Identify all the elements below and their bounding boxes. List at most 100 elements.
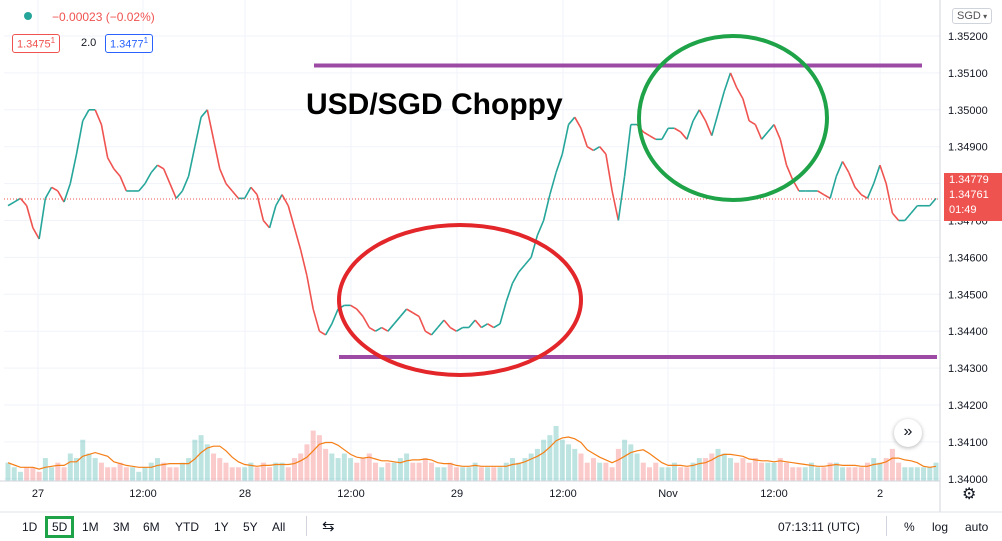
volume-bar bbox=[441, 467, 447, 481]
volume-bar bbox=[522, 458, 528, 481]
price-segment bbox=[256, 194, 265, 221]
x-tick-label: 27 bbox=[32, 488, 44, 500]
double-chevron-right-icon: » bbox=[903, 423, 913, 440]
price-segment bbox=[854, 186, 862, 196]
volume-bar bbox=[671, 462, 677, 481]
price-segment bbox=[262, 219, 271, 229]
volume-bar bbox=[167, 467, 173, 481]
chevron-down-icon: ▾ bbox=[980, 12, 988, 21]
volume-bar bbox=[553, 426, 559, 481]
volume-bar bbox=[298, 453, 304, 481]
volume-bar bbox=[260, 462, 266, 481]
scroll-to-realtime-button[interactable]: » bbox=[894, 419, 922, 447]
volume-bar bbox=[615, 448, 621, 481]
timeframe-all[interactable]: All bbox=[272, 520, 286, 534]
price-segment bbox=[393, 315, 401, 325]
price-segment bbox=[511, 271, 520, 284]
auto-toggle[interactable]: auto bbox=[965, 520, 989, 534]
volume-bar bbox=[453, 467, 459, 481]
chart-annotation-title: USD/SGD Choppy bbox=[306, 88, 563, 121]
volume-bar bbox=[279, 462, 285, 481]
volume-bar bbox=[584, 462, 590, 481]
volume-bar bbox=[179, 462, 185, 481]
ask-price[interactable]: 1.34771 bbox=[105, 34, 154, 53]
volume-bar bbox=[566, 444, 572, 481]
price-segment bbox=[32, 227, 40, 240]
price-segment bbox=[767, 124, 775, 133]
timeframe-5y[interactable]: 5Y bbox=[243, 520, 258, 534]
timeframe-1m[interactable]: 1M bbox=[82, 520, 99, 534]
volume-bar bbox=[478, 467, 484, 481]
price-segment bbox=[530, 235, 539, 258]
volume-bar bbox=[790, 467, 796, 481]
date-range-icon[interactable]: ⇆ bbox=[322, 518, 335, 535]
volume-bar bbox=[173, 467, 179, 481]
price-segment bbox=[381, 326, 389, 332]
timeframe-6m[interactable]: 6M bbox=[143, 520, 160, 534]
timeframe-ytd[interactable]: YTD bbox=[175, 520, 199, 534]
price-segment bbox=[480, 323, 488, 329]
status-dot bbox=[24, 12, 32, 20]
price-segment bbox=[106, 157, 115, 170]
price-segment bbox=[866, 183, 875, 199]
volume-bar bbox=[603, 462, 609, 481]
volume-bar bbox=[802, 467, 808, 481]
volume-bar bbox=[397, 458, 403, 481]
volume-bar bbox=[684, 467, 690, 481]
price-segment bbox=[742, 98, 750, 122]
volume-bar bbox=[55, 462, 61, 481]
volume-bar bbox=[74, 458, 80, 481]
price-segment bbox=[674, 127, 682, 133]
price-segment bbox=[468, 319, 476, 329]
timeframe-1y[interactable]: 1Y bbox=[214, 520, 229, 534]
percent-toggle[interactable]: % bbox=[904, 520, 915, 534]
price-segment bbox=[872, 164, 881, 184]
price-segment bbox=[449, 326, 457, 332]
volume-bar bbox=[422, 458, 428, 481]
volume-bar bbox=[640, 462, 646, 481]
y-tick-label: 1.34100 bbox=[948, 437, 988, 449]
bid-price[interactable]: 1.34751 bbox=[12, 34, 61, 53]
price-segment bbox=[661, 127, 669, 140]
timeframe-5d[interactable]: 5D bbox=[44, 516, 75, 538]
volume-bar bbox=[192, 439, 198, 481]
volume-bar bbox=[877, 462, 883, 481]
timeframe-1d[interactable]: 1D bbox=[22, 520, 38, 534]
price-segment bbox=[63, 183, 72, 203]
price-series bbox=[4, 72, 940, 336]
price-segment bbox=[555, 153, 564, 173]
volume-bar bbox=[30, 467, 36, 481]
volume-bar bbox=[497, 467, 503, 481]
price-segment bbox=[736, 87, 744, 100]
volume-bar bbox=[653, 462, 659, 481]
volume-bar bbox=[609, 467, 615, 481]
log-toggle[interactable]: log bbox=[932, 520, 949, 534]
price-segment bbox=[75, 120, 84, 155]
volume-bar bbox=[889, 448, 895, 481]
price-segment bbox=[542, 194, 551, 221]
price-segment bbox=[785, 164, 794, 181]
price-segment bbox=[231, 190, 240, 199]
volume-bar bbox=[516, 462, 522, 481]
price-segment bbox=[25, 205, 34, 229]
volume-bar bbox=[92, 458, 98, 481]
price-segment bbox=[169, 183, 177, 199]
y-tick-label: 1.35000 bbox=[948, 105, 988, 117]
utc-clock[interactable]: 07:13:11 (UTC) bbox=[778, 520, 860, 534]
volume-bar bbox=[211, 453, 217, 481]
price-segment bbox=[387, 323, 395, 332]
price-segment bbox=[642, 131, 650, 137]
volume-bar bbox=[485, 467, 491, 481]
price-segment bbox=[268, 205, 277, 229]
price-segment bbox=[686, 120, 694, 140]
x-tick-label: Nov bbox=[658, 488, 678, 500]
timeframe-3m[interactable]: 3M bbox=[113, 520, 130, 534]
volume-bar bbox=[186, 458, 192, 481]
settings-gear-icon[interactable]: ⚙ bbox=[962, 486, 977, 503]
chart-grid bbox=[4, 0, 940, 481]
volume-bar bbox=[597, 462, 603, 481]
volume-bar bbox=[628, 444, 634, 481]
currency-selector[interactable]: SGD ▾ bbox=[952, 8, 993, 24]
y-tick-label: 1.34600 bbox=[948, 252, 988, 264]
